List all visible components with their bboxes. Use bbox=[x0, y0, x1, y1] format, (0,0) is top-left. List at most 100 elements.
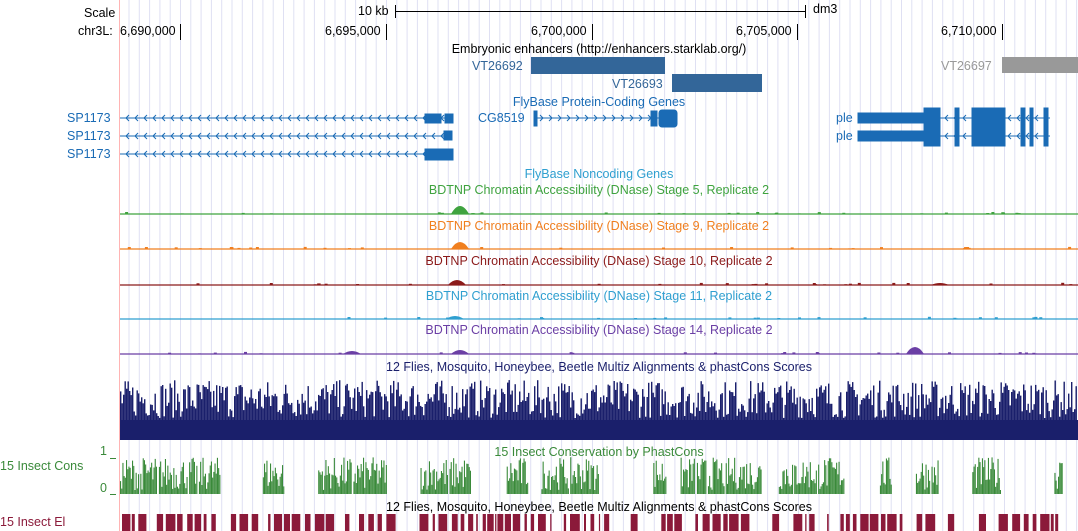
phastcons-bar bbox=[709, 475, 711, 494]
gene-label[interactable]: SP1173 bbox=[67, 147, 111, 161]
signal-bump bbox=[180, 213, 184, 214]
gene-label[interactable]: CG8519 bbox=[478, 111, 525, 125]
multiz-bar bbox=[124, 381, 126, 440]
exon bbox=[857, 130, 925, 142]
gene-label[interactable]: ple bbox=[836, 111, 853, 125]
enhancer-feature[interactable] bbox=[531, 57, 665, 74]
conserved-elements[interactable] bbox=[122, 514, 1059, 531]
signal-bump bbox=[817, 212, 821, 214]
phastcons-bar bbox=[704, 460, 706, 494]
phastcons-bar bbox=[808, 487, 810, 494]
multiz-bar bbox=[621, 382, 623, 440]
phastcons-bar bbox=[430, 472, 432, 494]
conserved-element bbox=[156, 514, 164, 531]
phastcons-bar bbox=[879, 485, 881, 494]
strand-arrow bbox=[386, 114, 391, 122]
multiz-bar bbox=[345, 385, 347, 440]
multiz-bar bbox=[333, 384, 335, 440]
multiz-bar bbox=[1068, 393, 1070, 440]
exon bbox=[424, 113, 442, 124]
strand-arrow bbox=[314, 132, 319, 140]
signal-bump bbox=[1034, 316, 1038, 319]
multiz-bar bbox=[360, 395, 362, 440]
multiz-bar bbox=[274, 393, 276, 440]
phastcons-bar bbox=[168, 479, 170, 494]
phastcons-bar bbox=[819, 488, 821, 494]
phastcons-bar bbox=[339, 475, 341, 494]
strand-arrow bbox=[206, 114, 211, 122]
signal-bump bbox=[877, 352, 881, 354]
phastcons-bar bbox=[527, 482, 529, 494]
phastcons-bar bbox=[584, 481, 586, 494]
phastcons-bar bbox=[283, 486, 285, 494]
phastcons-bar bbox=[206, 488, 208, 494]
phastcons-bar bbox=[591, 468, 593, 494]
multiz-bar bbox=[1024, 390, 1026, 440]
signal-bump bbox=[725, 283, 729, 285]
phastcons-bar bbox=[830, 458, 832, 494]
multiz-bar bbox=[435, 383, 437, 440]
phastcons-bar bbox=[200, 461, 202, 494]
strand-arrow bbox=[206, 132, 211, 140]
phastcons-bar bbox=[579, 476, 581, 494]
phastcons-bar bbox=[690, 464, 692, 494]
phastcons-bar bbox=[143, 460, 145, 494]
multiz-bar bbox=[213, 390, 215, 440]
signal-bump bbox=[517, 318, 521, 319]
conserved-element bbox=[899, 514, 903, 531]
phastcons-bar bbox=[915, 473, 917, 494]
multiz-bar bbox=[393, 380, 395, 440]
conserved-element bbox=[584, 514, 586, 531]
phastcons-bar bbox=[573, 471, 575, 494]
phastcons-bar bbox=[338, 486, 340, 494]
signal-bump bbox=[269, 283, 273, 285]
phastcons-bar bbox=[337, 483, 339, 494]
enhancer-label[interactable]: VT26692 bbox=[472, 59, 523, 73]
strand-arrow bbox=[944, 114, 949, 122]
conserved-element bbox=[165, 514, 176, 531]
multiz-bar bbox=[658, 383, 660, 440]
conserved-element bbox=[772, 514, 780, 531]
multiz-bar bbox=[963, 393, 965, 440]
signal-bump bbox=[571, 352, 575, 354]
phastcons-bars[interactable] bbox=[120, 457, 1063, 494]
phastcons-track-title: 15 Insect Conservation by PhastCons bbox=[494, 445, 703, 459]
phastcons-bar bbox=[701, 458, 703, 494]
enhancer-label[interactable]: VT26697 bbox=[941, 59, 992, 73]
multiz-bar bbox=[325, 385, 327, 440]
phastcons-bar bbox=[511, 473, 513, 494]
phastcons-bar bbox=[440, 471, 442, 494]
gene-label[interactable]: SP1173 bbox=[67, 129, 111, 143]
multiz-bar bbox=[130, 395, 132, 440]
signal-bump bbox=[237, 247, 241, 249]
phastcons-bar bbox=[450, 462, 452, 494]
phastcons-side-label[interactable]: 15 Insect Cons bbox=[0, 459, 83, 473]
multiz-bar bbox=[897, 384, 899, 440]
multiz-bar bbox=[205, 387, 207, 440]
gene-label[interactable]: SP1173 bbox=[67, 111, 111, 125]
signal-bump bbox=[399, 213, 403, 214]
phastcons-bar bbox=[358, 468, 360, 494]
multiz-bar bbox=[184, 389, 186, 440]
multiz-conservation-bars[interactable] bbox=[120, 380, 1078, 440]
strand-arrow bbox=[134, 114, 139, 122]
enhancer-feature[interactable] bbox=[1002, 57, 1078, 73]
conserved-element bbox=[947, 514, 955, 531]
enhancer-feature[interactable] bbox=[672, 74, 762, 92]
signal-bump bbox=[1015, 212, 1019, 214]
multiz-bar bbox=[790, 386, 792, 440]
phastcons-bar bbox=[827, 461, 829, 494]
multiz-bar bbox=[993, 393, 995, 440]
multiz-bar bbox=[136, 390, 138, 440]
gene-label[interactable]: ple bbox=[836, 129, 853, 143]
strand-arrow bbox=[359, 114, 364, 122]
multiz-bar bbox=[199, 392, 201, 440]
elements-side-label[interactable]: 15 Insect El bbox=[0, 515, 65, 529]
enhancer-label[interactable]: VT26693 bbox=[612, 77, 663, 91]
multiz-bar bbox=[984, 386, 986, 440]
phastcons-bar bbox=[784, 484, 786, 494]
phastcons-bar bbox=[559, 458, 561, 494]
phastcons-bar bbox=[822, 482, 824, 494]
signal-peak bbox=[451, 242, 469, 249]
